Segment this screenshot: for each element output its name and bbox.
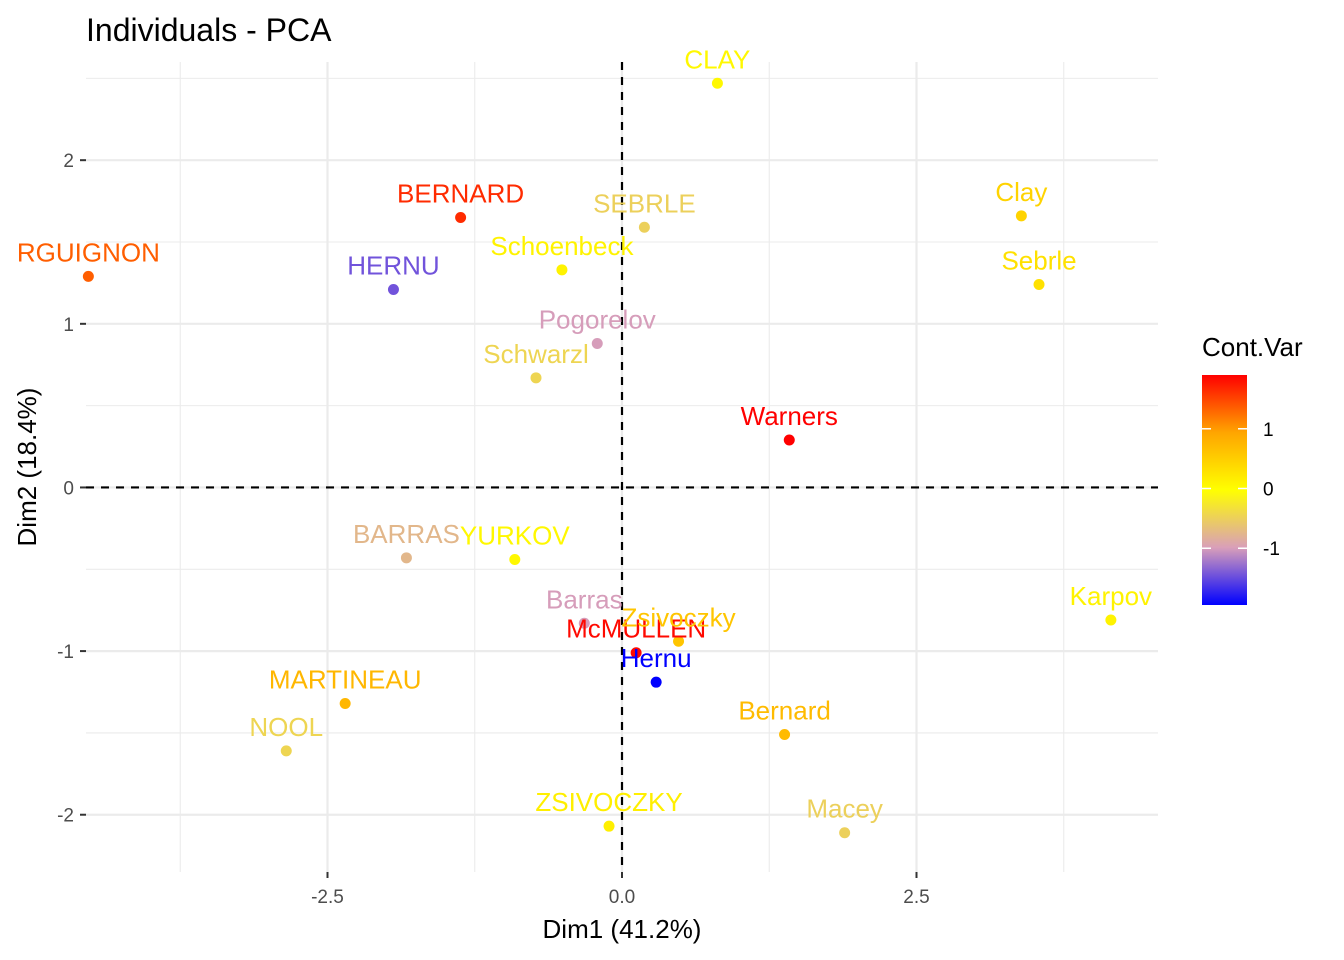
data-point <box>530 372 542 384</box>
point-labels-layer: SEBRLE CLAY BERNARD YURKOV ZSIVOCZKY McMULLEN… <box>17 44 1152 823</box>
point-label: Schwarzl <box>483 339 588 369</box>
data-point <box>280 745 292 757</box>
y-axis-ticks: -2 -1 0 1 2 <box>57 151 86 827</box>
data-point <box>650 676 662 688</box>
data-point <box>603 820 615 832</box>
legend-colorbar <box>1202 375 1247 605</box>
points-layer <box>82 77 1117 839</box>
reference-lines <box>86 62 1158 872</box>
legend-ticks: -1 0 1 <box>1202 420 1280 560</box>
x-axis-ticks: -2.5 0.0 2.5 <box>311 872 930 908</box>
y-axis-title: Dim2 (18.4%) <box>12 388 42 547</box>
point-label: Clay <box>995 177 1047 207</box>
data-point <box>673 635 685 647</box>
point-label: RGUIGNON <box>17 237 160 267</box>
data-point <box>1033 279 1045 291</box>
x-tick-label: 2.5 <box>903 887 929 908</box>
legend-tick-label: 1 <box>1263 420 1274 441</box>
data-point <box>339 697 351 709</box>
y-tick-label: 1 <box>63 315 74 336</box>
data-point <box>779 729 791 741</box>
data-point <box>630 647 642 659</box>
data-point <box>509 553 521 565</box>
point-label: YURKOV <box>460 520 570 550</box>
data-point <box>578 617 590 629</box>
point-label: Barras <box>546 584 623 614</box>
point-label: BARRAS <box>353 519 460 549</box>
chart-title: Individuals - PCA <box>86 12 332 48</box>
data-point <box>400 552 412 564</box>
x-tick-label: -2.5 <box>311 887 344 908</box>
point-label: Schoenbeck <box>490 231 634 261</box>
legend-tick-label: 0 <box>1263 480 1274 501</box>
point-label: ZSIVOCZKY <box>535 787 682 817</box>
data-point <box>1015 210 1027 222</box>
point-label: McMULLEN <box>566 614 706 644</box>
data-point <box>387 283 399 295</box>
point-label: MARTINEAU <box>269 664 422 694</box>
data-point <box>711 77 723 89</box>
point-label: Pogorelov <box>539 304 656 334</box>
x-tick-label: 0.0 <box>609 887 635 908</box>
point-label: Macey <box>806 794 883 824</box>
legend-title: Cont.Var <box>1202 332 1303 362</box>
data-point <box>556 264 568 276</box>
point-label: Karpov <box>1070 581 1152 611</box>
data-point <box>783 434 795 446</box>
data-point <box>839 827 851 839</box>
legend-tick-label: -1 <box>1263 539 1280 560</box>
data-point <box>82 270 94 282</box>
point-label: CLAY <box>684 44 750 74</box>
point-label: Warners <box>741 401 838 431</box>
data-point <box>1105 614 1117 626</box>
data-point <box>591 337 603 349</box>
y-tick-label: 2 <box>63 151 74 172</box>
data-point <box>638 221 650 233</box>
y-tick-label: -1 <box>57 642 74 663</box>
point-label: Zsivoczky <box>621 602 735 632</box>
point-label: HERNU <box>347 250 439 280</box>
data-point <box>455 211 467 223</box>
x-axis-title: Dim1 (41.2%) <box>543 914 702 944</box>
y-tick-label: 0 <box>63 478 74 499</box>
point-label: Bernard <box>738 696 831 726</box>
point-label: BERNARD <box>397 178 524 208</box>
color-legend: Cont.Var -1 0 1 <box>1202 332 1303 605</box>
point-label: Sebrle <box>1001 246 1076 276</box>
point-label: Hernu <box>621 643 692 673</box>
y-tick-label: -2 <box>57 806 74 827</box>
point-label: NOOL <box>249 712 323 742</box>
point-label: SEBRLE <box>593 188 696 218</box>
